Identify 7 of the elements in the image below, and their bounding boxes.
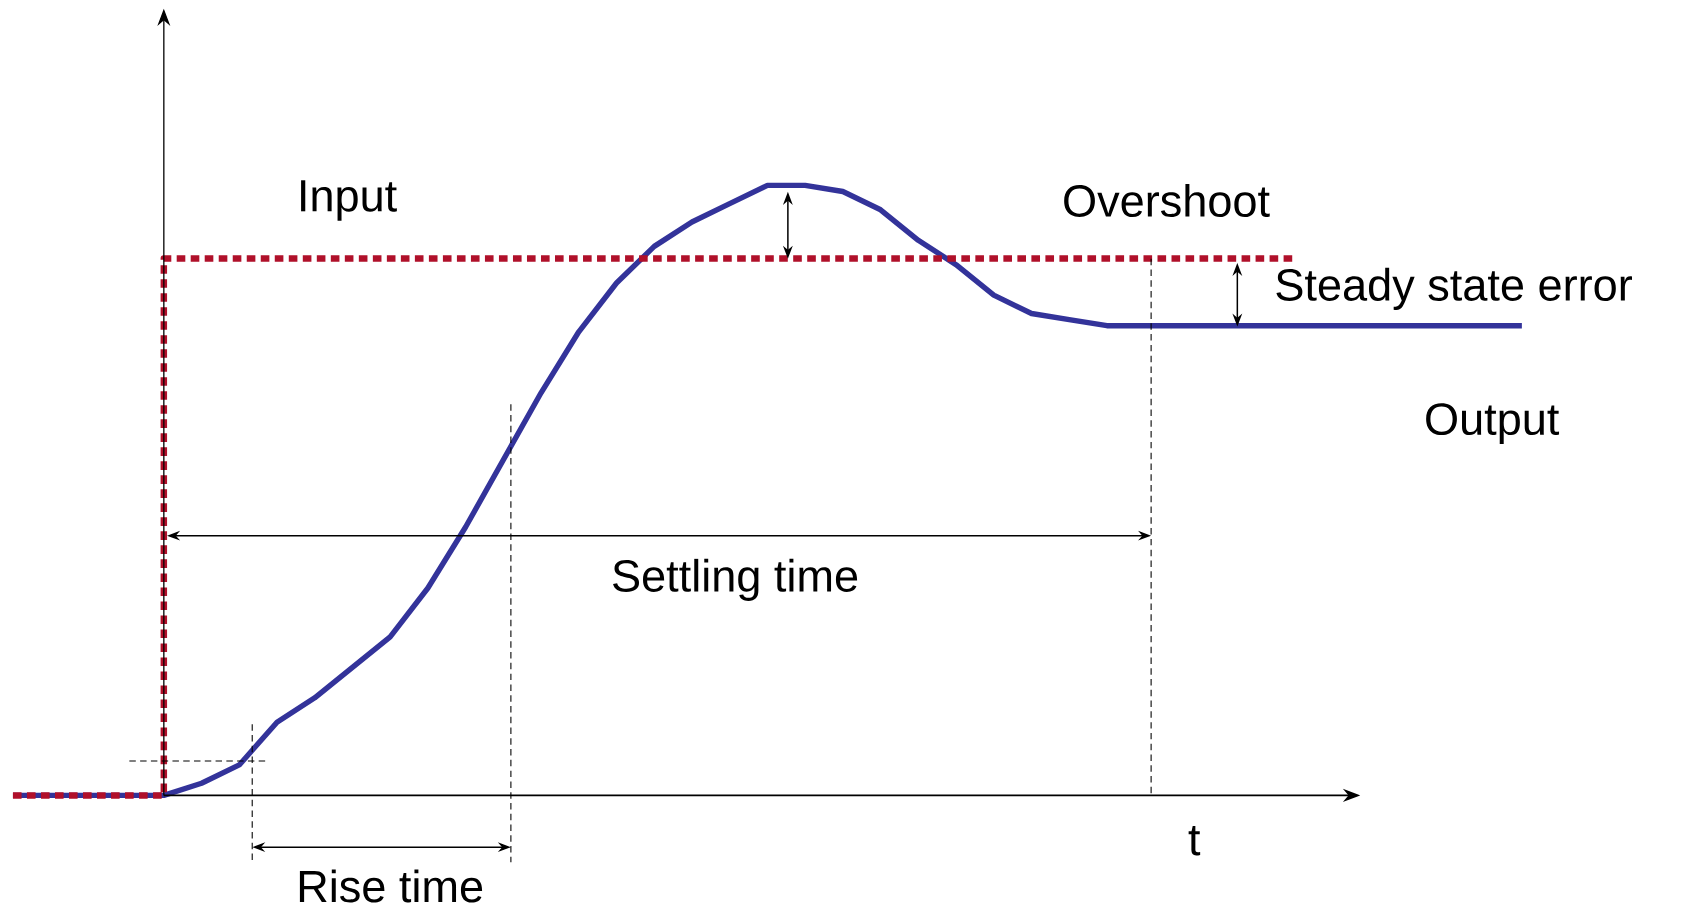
x-axis-title: t bbox=[1188, 826, 1201, 856]
text: Rise time bbox=[299, 869, 483, 903]
annotation: Overshoot bbox=[1064, 184, 1270, 218]
annotation: Settling time bbox=[613, 559, 858, 602]
series-label: Input bbox=[301, 180, 397, 221]
annotation: Steady state error bbox=[1276, 268, 1633, 311]
series-label: Output bbox=[1426, 403, 1560, 445]
